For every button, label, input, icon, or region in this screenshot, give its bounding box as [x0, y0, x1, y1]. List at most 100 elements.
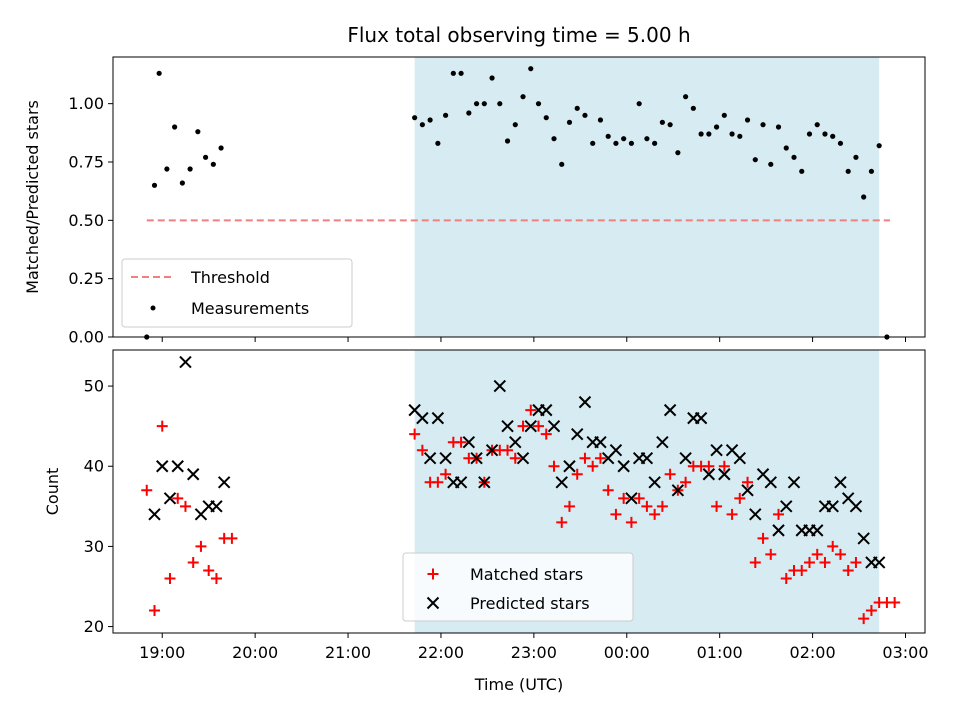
predicted-star-point — [485, 444, 499, 457]
measurement-point — [427, 117, 433, 123]
matched-star-point — [656, 500, 668, 512]
matched-star-point — [865, 605, 877, 617]
matched-star-point — [703, 460, 715, 472]
measurement-point — [497, 101, 503, 107]
measurement-point — [845, 168, 851, 174]
measurement-point — [737, 133, 743, 139]
top-axes-frame — [112, 56, 926, 338]
measurement-point — [218, 145, 224, 151]
bottom-axes-frame — [112, 349, 926, 634]
matched-star-point — [533, 420, 545, 432]
measurement-point — [210, 161, 216, 167]
measurement-point — [791, 154, 797, 160]
matched-star-point — [889, 597, 901, 609]
predicted-star-point — [749, 508, 762, 521]
measurement-point — [597, 117, 604, 123]
measurement-point — [156, 70, 162, 76]
predicted-star-point — [179, 355, 192, 369]
top-y-tick-label: 0.50 — [68, 211, 104, 230]
bottom-panel: 20 30 40 50 19:00 20:00 21:00 22:00 23:00 00:00 0… — [43, 349, 929, 694]
predicted-star-point — [509, 435, 522, 449]
top-panel: 0.00 0.25 0.50 0.75 1.00 Flux total observin… — [23, 23, 926, 347]
matched-star-point — [172, 492, 184, 504]
matched-star-point — [834, 548, 846, 560]
matched-star-point — [579, 452, 591, 464]
top-y-tick-label: 0.00 — [68, 328, 104, 347]
legend-matched-label: Matched stars — [470, 565, 583, 584]
top-data-marks — [144, 66, 891, 340]
matched-star-point — [773, 508, 785, 520]
matched-star-point — [563, 500, 575, 512]
matched-star-point — [850, 556, 862, 568]
matched-star-point — [525, 404, 537, 416]
measurement-point — [466, 110, 472, 116]
x-tick-label: 23:00 — [511, 643, 557, 662]
chart-title: Flux total observing time = 5.00 h — [347, 23, 690, 47]
measurement-point — [721, 112, 727, 118]
matched-star-point — [610, 508, 622, 520]
predicted-star-point — [679, 452, 692, 465]
predicted-star-point — [694, 411, 708, 425]
measurement-point — [822, 131, 828, 137]
predicted-star-point — [156, 460, 169, 473]
bottom-y-tick-label: 40 — [84, 457, 104, 476]
legend-matched-swatch — [427, 568, 439, 580]
legend-threshold-label: Threshold — [190, 268, 270, 287]
matched-star-point — [416, 444, 428, 456]
measurement-point — [644, 136, 650, 142]
predicted-star-point — [787, 476, 801, 489]
legend-predicted-label: Predicted stars — [470, 594, 590, 613]
top-y-tick-label: 0.25 — [68, 269, 104, 288]
matched-star-point — [680, 476, 692, 488]
bottom-data-marks — [141, 355, 901, 625]
predicted-star-point — [826, 500, 839, 513]
measurement-point — [613, 140, 619, 146]
matched-star-point — [641, 500, 653, 512]
matched-star-point — [517, 420, 529, 432]
measurement-point — [450, 70, 456, 76]
measurement-point — [419, 122, 425, 128]
x-tick-label: 00:00 — [604, 643, 650, 662]
top-y-axis-label: Matched/Predicted stars — [23, 100, 42, 294]
top-y-tick-label: 1.00 — [68, 94, 104, 113]
top-shaded-span — [414, 57, 880, 337]
matched-star-point — [711, 500, 723, 512]
predicted-star-point — [872, 556, 886, 569]
x-tick-label: 20:00 — [232, 643, 278, 662]
predicted-star-point — [609, 444, 623, 457]
measurement-point — [528, 66, 534, 72]
predicted-star-point — [416, 411, 429, 425]
predicted-star-point — [857, 532, 870, 545]
measurement-point — [806, 131, 813, 137]
measurement-point — [559, 161, 565, 167]
predicted-star-point — [501, 419, 514, 433]
predicted-star-point — [439, 452, 452, 465]
bottom-x-ticks: 19:00 20:00 21:00 22:00 23:00 00:00 01:00 02:00… — [139, 633, 929, 662]
matched-star-point — [625, 516, 637, 528]
measurement-point — [172, 124, 178, 130]
measurement-point — [164, 166, 170, 172]
measurement-point — [543, 115, 549, 121]
measurement-point — [621, 136, 627, 142]
predicted-star-point — [571, 427, 584, 441]
measurement-point — [481, 101, 487, 107]
measurement-point — [412, 115, 418, 121]
matched-star-point — [757, 532, 769, 544]
matched-star-point — [742, 476, 754, 488]
matched-star-point — [858, 613, 870, 625]
top-x-ticks — [161, 337, 906, 342]
matched-star-point — [633, 492, 645, 504]
measurement-point — [814, 122, 820, 128]
predicted-star-point — [217, 476, 231, 489]
measurement-point — [675, 150, 681, 156]
measurement-point — [473, 101, 480, 107]
measurement-point — [713, 124, 720, 130]
measurement-point — [698, 131, 704, 137]
top-y-ticks: 0.00 0.25 0.50 0.75 1.00 — [68, 94, 113, 347]
measurement-point — [179, 180, 185, 186]
measurement-point — [868, 168, 875, 174]
measurement-point — [520, 94, 526, 100]
matched-star-point — [226, 532, 238, 544]
x-tick-label: 01:00 — [697, 643, 743, 662]
matched-star-point — [796, 564, 808, 576]
